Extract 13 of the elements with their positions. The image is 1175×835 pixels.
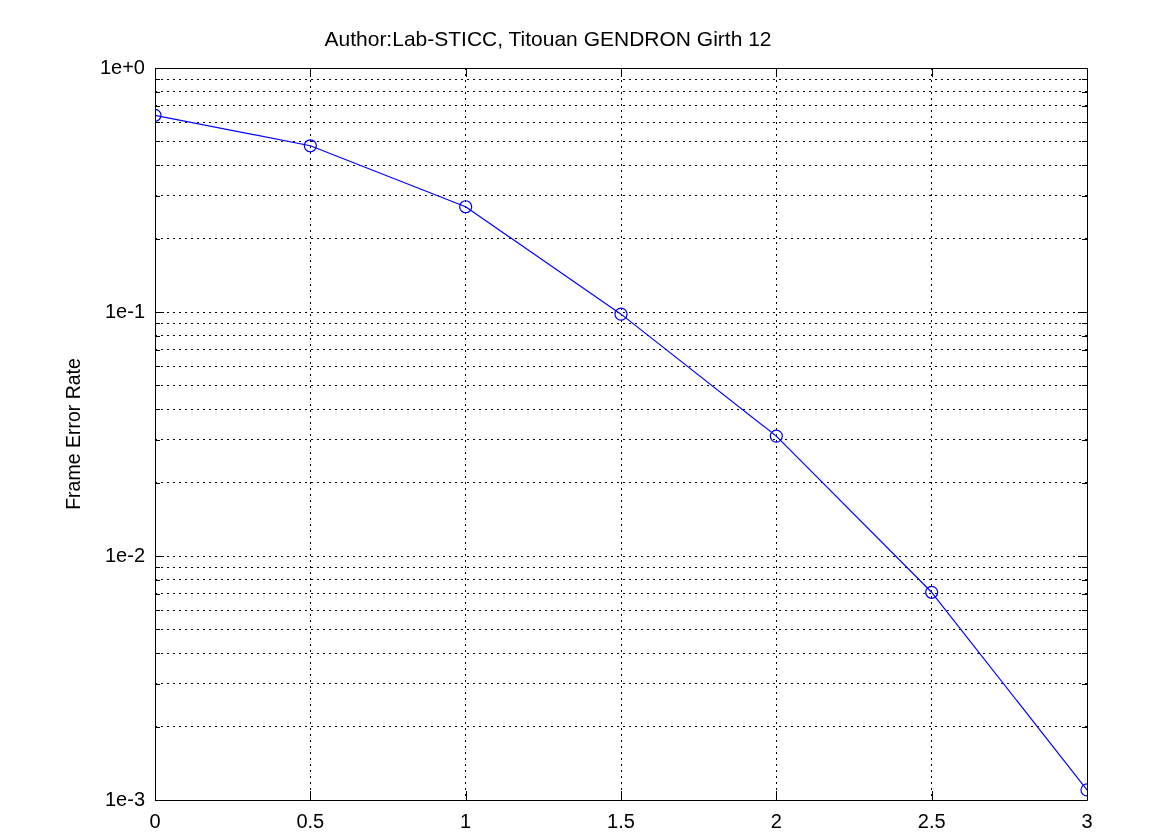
x-tick-label: 2 [770, 809, 782, 832]
y-tick-label: 1e-3 [104, 787, 145, 810]
x-tick-label: 1 [460, 809, 472, 832]
x-tick-label: 3 [1081, 809, 1093, 832]
y-axis-title: Frame Error Rate [62, 358, 85, 510]
x-tick-label: 2.5 [917, 809, 946, 832]
x-tick-label: 1.5 [607, 809, 635, 832]
y-tick-label: 1e-1 [104, 299, 145, 322]
y-tick-label: 1e-2 [104, 543, 145, 566]
chart-title: Author:Lab-STICC, Titouan GENDRON Girth 12 [323, 27, 773, 51]
y-tick-label: 1e+0 [99, 55, 145, 78]
x-tick-label: 0 [149, 809, 161, 832]
x-tick-label: 0.5 [296, 809, 325, 832]
